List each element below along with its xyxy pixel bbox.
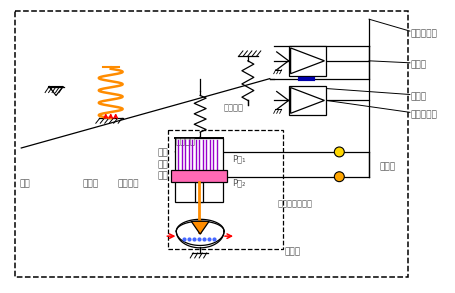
- Text: 调零弹簧: 调零弹簧: [223, 103, 243, 113]
- Text: P出₂: P出₂: [232, 179, 245, 188]
- Circle shape: [334, 172, 344, 182]
- Text: P出₁: P出₁: [232, 154, 245, 163]
- Text: 下喷嘴: 下喷嘴: [410, 93, 426, 101]
- Text: 定位器: 定位器: [378, 162, 394, 171]
- Bar: [171, 170, 227, 182]
- Circle shape: [334, 147, 344, 157]
- Text: 活塞式执行机构: 活塞式执行机构: [277, 200, 312, 209]
- Text: 气缸: 气缸: [157, 148, 168, 157]
- Text: 推杆: 推杆: [157, 172, 168, 181]
- Text: 活塞: 活塞: [157, 160, 168, 169]
- Text: 反馈弹簧: 反馈弹簧: [175, 137, 195, 146]
- Bar: [15, 11, 407, 277]
- Text: 上喷嘴: 上喷嘴: [410, 61, 426, 70]
- Bar: [288, 86, 326, 115]
- Bar: [168, 130, 282, 249]
- Text: 功率放大器: 功率放大器: [410, 110, 437, 119]
- Text: 波纹管: 波纹管: [83, 180, 99, 189]
- Bar: [288, 46, 326, 76]
- Text: 杠杆: 杠杆: [20, 180, 30, 189]
- Bar: [195, 182, 203, 202]
- Bar: [175, 138, 222, 202]
- Text: 功率放大器: 功率放大器: [410, 29, 437, 38]
- Text: 调节阀: 调节阀: [284, 247, 300, 256]
- Text: 信号压力: 信号压力: [117, 180, 139, 189]
- Polygon shape: [191, 221, 209, 234]
